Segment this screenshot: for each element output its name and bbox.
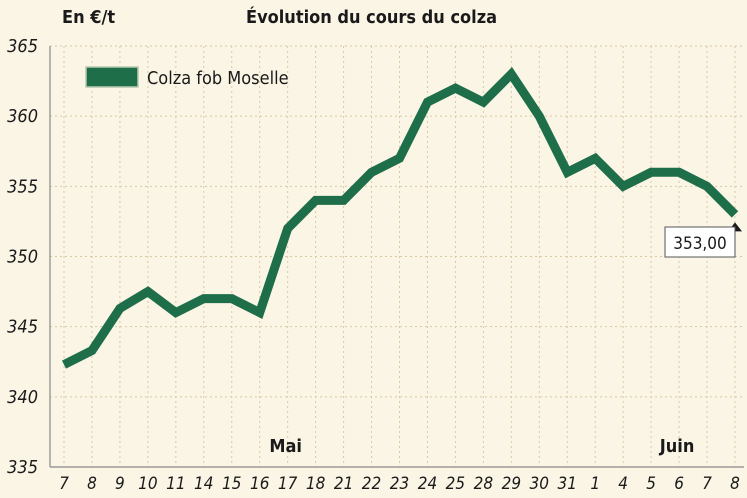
y-tick-label: 365	[7, 36, 38, 57]
y-tick-label: 355	[7, 176, 38, 197]
x-tick-label: 21	[334, 474, 353, 494]
callout-box	[664, 226, 736, 258]
x-tick-label: 9	[115, 474, 125, 494]
legend-swatch	[85, 66, 139, 88]
legend-label: Colza fob Moselle	[147, 68, 289, 89]
y-axis-unit-label: En €/t	[62, 7, 115, 28]
x-tick-labels: 7 8 9 10 11 14 15 16 17 18 21 22 23 24 25 28 29 30 31 1 4 5 6 7…	[59, 474, 740, 494]
series-line-group	[61, 67, 739, 369]
x-tick-label: 23	[390, 474, 409, 494]
x-tick-label: 17	[278, 474, 298, 494]
y-tick-label: 345	[7, 317, 38, 338]
legend: Colza fob Moselle	[85, 66, 289, 89]
x-tick-label: 28	[474, 474, 494, 494]
x-tick-label: 30	[530, 474, 549, 494]
x-tick-label: 6	[674, 474, 684, 494]
y-tick-labels: 335 340 345 350 355 360 365	[7, 36, 38, 478]
y-tick-label: 350	[7, 247, 38, 268]
month-labels: Mai Juin	[269, 436, 694, 457]
x-tick-label: 24	[418, 474, 437, 494]
x-tick-label: 7	[59, 474, 69, 494]
x-tick-label: 10	[138, 474, 157, 494]
axes	[49, 46, 744, 468]
x-tick-label: 29	[502, 474, 521, 494]
x-tick-label: 11	[166, 474, 185, 494]
month-label: Juin	[659, 436, 695, 457]
last-value-callout: 353,00	[664, 222, 742, 258]
x-tick-label: 4	[618, 474, 628, 494]
x-tick-label: 5	[646, 474, 656, 494]
series-line-colza	[61, 67, 739, 369]
x-tick-label: 1	[590, 474, 600, 494]
grid-lines	[50, 45, 744, 468]
chart-title: Évolution du cours du colza	[246, 6, 497, 28]
x-tick-label: 31	[558, 474, 577, 494]
x-tick-label: 15	[222, 474, 241, 494]
x-tick-label: 18	[306, 474, 326, 494]
month-label: Mai	[269, 436, 302, 457]
x-tick-label: 16	[250, 474, 270, 494]
y-tick-label: 335	[7, 457, 38, 478]
y-tick-label: 360	[7, 106, 38, 127]
x-tick-label: 22	[362, 474, 381, 494]
x-tick-label: 8	[730, 474, 740, 494]
y-tick-label: 340	[7, 387, 38, 408]
x-tick-label: 8	[87, 474, 97, 494]
x-tick-label: 7	[702, 474, 712, 494]
callout-value-label: 353,00	[673, 234, 727, 254]
x-tick-label: 25	[446, 474, 465, 494]
x-tick-label: 14	[194, 474, 213, 494]
